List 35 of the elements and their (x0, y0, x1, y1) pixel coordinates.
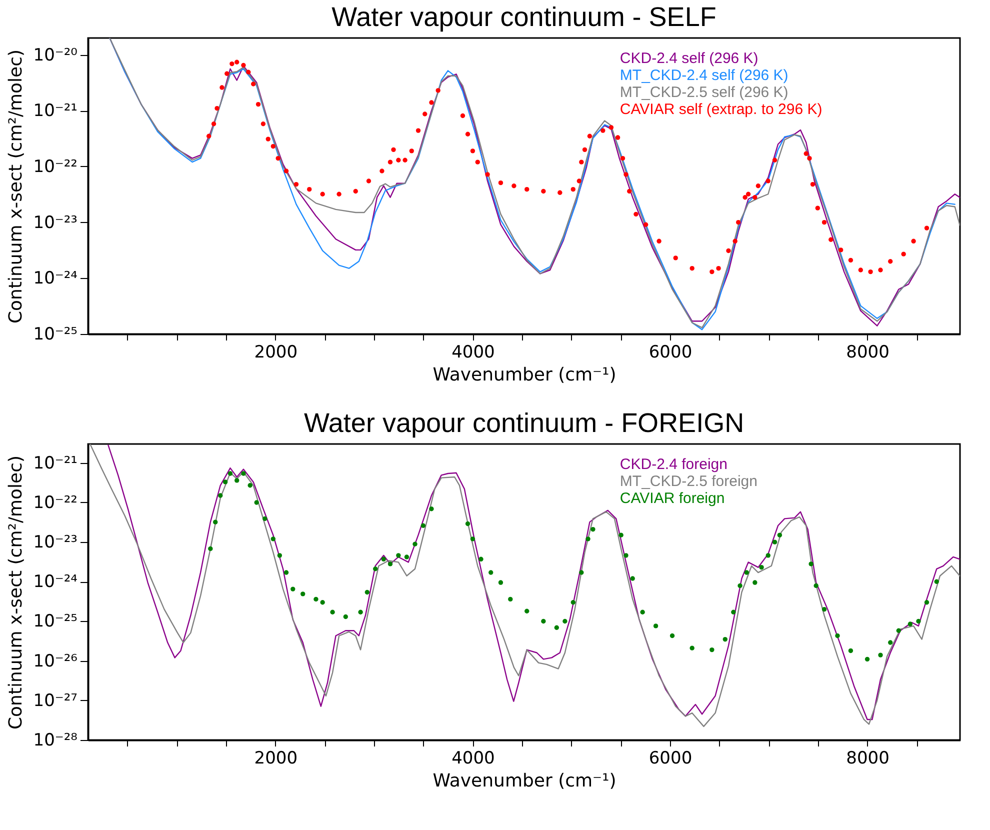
chart-title: Water vapour continuum - SELF (332, 2, 716, 32)
x-tick-label: 4000 (452, 342, 495, 362)
x-axis-title: Wavenumber (cm⁻¹) (432, 770, 616, 792)
x-tick-label: 6000 (648, 342, 692, 362)
series-label: MT_CKD-2.5 self (296 K) (620, 84, 788, 101)
x-tick-label: 2000 (254, 748, 298, 768)
y-tick-label: 10⁻²¹ (33, 101, 78, 122)
x-tick-label: 6000 (648, 748, 692, 768)
x-tick-label: 4000 (452, 748, 495, 768)
text: MT_CKD-2.4 self (296 K) (620, 67, 788, 84)
text: CKD-2.4 foreign (620, 456, 728, 473)
series-label: CAVIAR foreign (620, 490, 725, 507)
y-tick-label: 10⁻²³ (33, 532, 78, 553)
y-tick-label: 10⁻²⁰ (33, 45, 78, 66)
series-label: CAVIAR self (extrap. to 296 K) (620, 101, 822, 118)
y-tick-label: 10⁻²² (33, 156, 78, 177)
y-tick-label: 10⁻²⁴ (33, 572, 78, 592)
y-tick-label: 10⁻²⁶ (33, 651, 78, 672)
x-tick-label: 8000 (846, 342, 890, 362)
text: CKD-2.4 self (296 K) (620, 50, 758, 67)
y-tick-label: 10⁻²⁵ (33, 324, 78, 344)
x-axis-title: Wavenumber (cm⁻¹) (432, 364, 616, 386)
x-tick-label: 2000 (254, 342, 298, 362)
y-tick-label: 10⁻²³ (33, 212, 78, 233)
series-label: MT_CKD-2.5 foreign (620, 473, 758, 490)
y-axis-title: Continuum x-sect (cm²/molec) (5, 49, 26, 324)
y-tick-label: 10⁻²⁷ (33, 690, 78, 711)
y-axis-title: Continuum x-sect (cm²/molec) (5, 455, 26, 730)
chart-title: Water vapour continuum - FOREIGN (304, 408, 744, 438)
y-tick-label: 10⁻²⁸ (33, 730, 78, 750)
y-tick-label: 10⁻²¹ (33, 453, 78, 474)
y-tick-label: 10⁻²² (33, 492, 78, 513)
y-tick-label: 10⁻²⁵ (33, 612, 78, 632)
x-tick-label: 8000 (846, 748, 890, 768)
y-tick-label: 10⁻²⁴ (33, 268, 78, 289)
